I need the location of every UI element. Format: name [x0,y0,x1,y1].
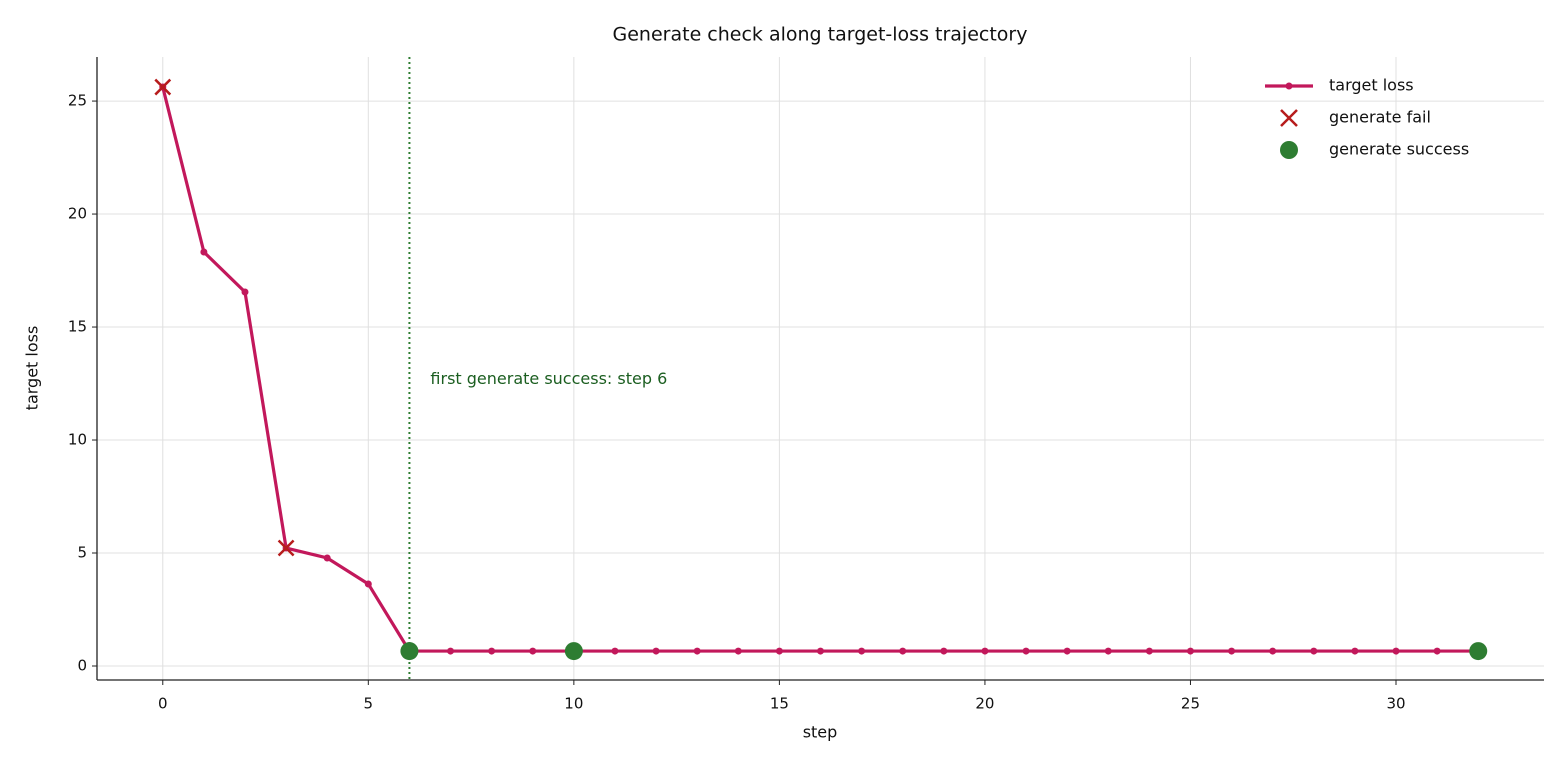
y-tick-label: 0 [77,656,87,674]
loss-point [364,580,372,588]
loss-point [899,647,907,655]
loss-point [1433,647,1441,655]
loss-point [323,554,331,562]
loss-point [611,647,619,655]
annotation: first generate success: step 6 [430,369,667,388]
legend-label: generate success [1329,140,1469,159]
x-tick-label: 5 [364,695,374,713]
chart-title: Generate check along target-loss traject… [613,24,1028,46]
y-axis-label: target loss [23,326,42,411]
success-marker [564,642,583,661]
fail-marker [277,539,295,557]
legend-swatch [1285,82,1293,90]
x-tick-label: 25 [1181,695,1200,713]
loss-point [693,647,701,655]
fail-marker [1280,109,1298,127]
loss-point [981,647,989,655]
loss-point [858,647,866,655]
loss-point [1063,647,1071,655]
x-tick-label: 15 [770,695,789,713]
loss-point [529,647,537,655]
y-tick-label: 10 [68,431,87,449]
x-tick-label: 30 [1386,695,1405,713]
loss-point [241,288,249,296]
x-tick-label: 10 [564,695,583,713]
loss-point [652,647,660,655]
loss-point [817,647,824,655]
y-tick-label: 25 [68,92,87,110]
loss-point [1392,647,1400,655]
loss-point [775,647,783,655]
loss-point [1104,647,1112,655]
y-tick-label: 5 [77,544,87,562]
loss-point [488,647,496,655]
loss-line [161,86,1479,653]
x-axis-label: step [803,723,838,742]
success-marker [400,642,419,661]
loss-point [940,647,948,655]
loss-point [1186,647,1194,655]
loss-point [1351,647,1359,655]
x-tick-label: 0 [158,695,168,713]
loss-point [734,647,742,655]
loss-point [1269,647,1277,655]
y-tick-label: 20 [68,205,87,223]
success-marker [1469,642,1488,661]
loss-point [1228,647,1236,655]
loss-point [1022,647,1030,655]
loss-point [447,647,455,655]
legend-swatch [1280,141,1298,159]
x-tick-label: 20 [975,695,994,713]
y-tick-label: 15 [68,318,87,336]
loss-point [200,248,208,256]
loss-point [1310,647,1318,655]
loss-point [1145,647,1153,655]
fail-marker [154,78,172,96]
legend-label: target loss [1329,76,1414,95]
legend-label: generate fail [1329,108,1431,127]
